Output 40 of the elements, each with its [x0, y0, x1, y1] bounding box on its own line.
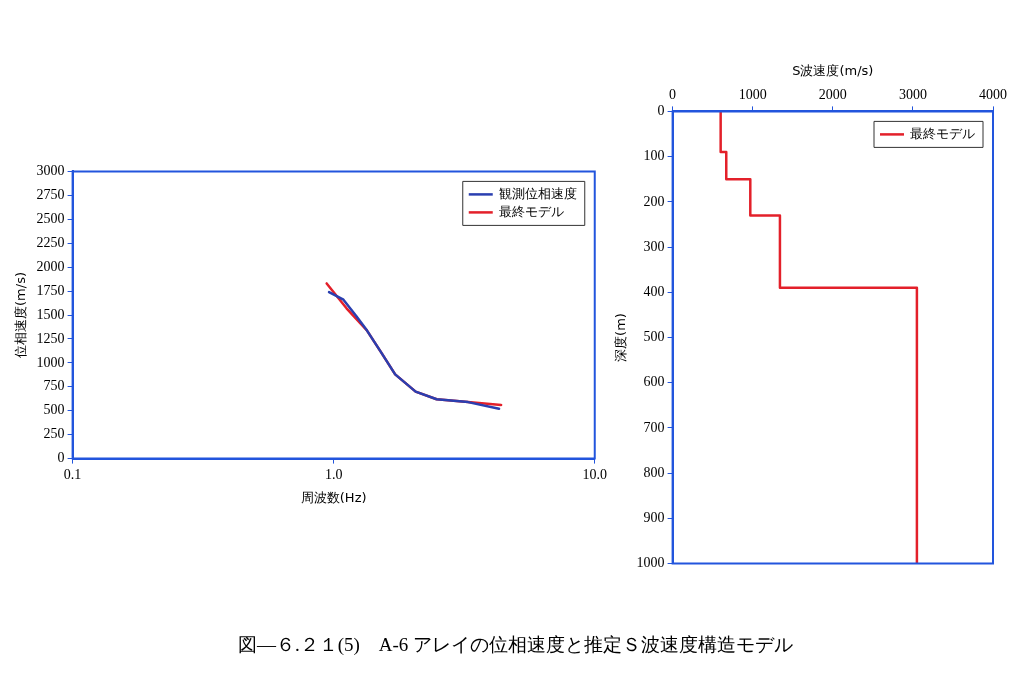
- x-axis-title: S波速度(m/s): [792, 63, 874, 79]
- y-tick-label: 0: [57, 450, 65, 466]
- x-tick-label: 0: [669, 86, 677, 102]
- y-tick-label: 1250: [36, 330, 65, 346]
- x-tick-label: 0.1: [63, 466, 82, 482]
- y-tick-label: 3000: [36, 163, 65, 179]
- y-tick-label: 600: [643, 374, 665, 390]
- y-tick-label: 2000: [36, 258, 65, 274]
- y-axis-title: 位相速度(m/s): [13, 272, 29, 358]
- y-tick-label: 900: [643, 510, 665, 526]
- x-tick-label: 10.0: [582, 466, 607, 482]
- y-tick-label: 250: [43, 426, 65, 442]
- x-axis-title: 周波数(Hz): [300, 489, 367, 505]
- y-tick-label: 300: [643, 238, 665, 254]
- legend-label: 最終モデル: [910, 125, 975, 141]
- y-tick-label: 1000: [636, 555, 665, 571]
- y-tick-label: 400: [643, 283, 665, 299]
- y-tick-label: 200: [643, 193, 665, 209]
- y-tick-label: 1000: [36, 354, 65, 370]
- x-tick-label: 1000: [738, 86, 767, 102]
- y-tick-label: 100: [643, 148, 665, 164]
- x-tick-label: 4000: [979, 86, 1007, 102]
- legend-label: 最終モデル: [498, 203, 564, 219]
- legend-label: 観測位相速度: [498, 185, 577, 201]
- y-tick-label: 750: [43, 378, 65, 394]
- y-tick-label: 2750: [36, 187, 65, 203]
- y-tick-label: 2250: [36, 234, 65, 250]
- text: 図―６.２１(5) A-6 アレイの位相速度と推定Ｓ波速度構造モデル: [236, 633, 795, 657]
- y-tick-label: 1500: [36, 306, 65, 322]
- y-tick-label: 500: [643, 329, 665, 345]
- y-tick-label: 700: [643, 419, 665, 435]
- y-tick-label: 2500: [36, 210, 65, 226]
- y-tick-label: 800: [643, 464, 665, 480]
- x-tick-label: 3000: [898, 86, 927, 102]
- y-tick-label: 500: [43, 402, 65, 418]
- y-tick-label: 1750: [36, 282, 65, 298]
- x-tick-label: 2000: [818, 86, 847, 102]
- y-axis-title: 深度(m): [613, 313, 629, 362]
- x-tick-label: 1.0: [324, 466, 343, 482]
- y-tick-label: 0: [657, 103, 665, 119]
